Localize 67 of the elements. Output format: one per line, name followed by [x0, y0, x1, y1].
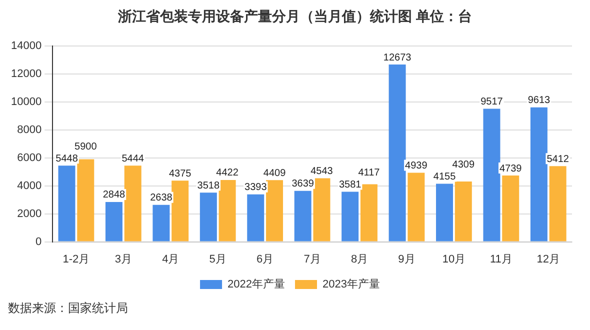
data-label: 5900: [74, 141, 98, 152]
bar: [388, 64, 406, 242]
y-tick-label: 8000: [17, 124, 42, 136]
data-label: 3639: [292, 178, 314, 190]
bar: [483, 108, 500, 242]
data-label: 9613: [528, 95, 551, 106]
data-label: 4117: [358, 167, 380, 178]
y-tick-label: 6000: [17, 152, 42, 164]
x-tick-label: 12月: [536, 253, 560, 266]
source-note: 数据来源：国家统计局: [8, 300, 129, 317]
data-label: 4155: [433, 171, 456, 182]
bar: [218, 180, 236, 242]
x-tick-label: 7月: [304, 253, 321, 266]
bar: [152, 204, 170, 242]
data-label: 12673: [383, 52, 412, 64]
data-label: 3393: [244, 182, 268, 194]
bar: [172, 180, 189, 242]
y-tick-label: 0: [35, 236, 42, 248]
data-label: 5412: [546, 154, 570, 165]
data-label: 4409: [263, 168, 286, 179]
bar: [247, 194, 264, 242]
x-tick-label: 6月: [256, 253, 274, 266]
data-label: 4309: [452, 159, 475, 170]
bar: [454, 182, 472, 242]
data-label: 4939: [405, 160, 428, 172]
bar: [58, 166, 76, 242]
bar: [360, 184, 378, 242]
x-tick-label: 9月: [398, 253, 416, 266]
y-tick-label: 2000: [17, 208, 42, 220]
bar: [530, 107, 548, 242]
y-tick-label: 14000: [10, 40, 42, 52]
y-tick-label: 12000: [10, 68, 42, 80]
bar: [408, 172, 425, 242]
data-label: 4375: [168, 168, 192, 180]
data-label: 4739: [499, 163, 522, 174]
bar: [502, 176, 520, 242]
x-tick-label: 3月: [114, 253, 132, 266]
x-tick-label: 8月: [350, 253, 368, 266]
y-tick-label: 10000: [10, 96, 42, 108]
legend-label: 2022年产量: [228, 278, 286, 291]
bar: [124, 166, 142, 242]
bar: [266, 180, 284, 242]
bar: [105, 202, 122, 242]
data-label: 3581: [338, 179, 362, 190]
data-label: 5444: [122, 153, 144, 164]
data-label: 2638: [150, 192, 173, 204]
bar: [200, 192, 217, 242]
bar: [77, 159, 94, 242]
x-tick-label: 5月: [209, 253, 226, 266]
data-label: 4543: [310, 166, 334, 178]
bar: [549, 166, 566, 242]
y-tick-label: 4000: [17, 180, 42, 192]
data-label: 5448: [56, 153, 78, 164]
x-tick-label: 1-2月: [62, 253, 90, 266]
data-label: 9517: [480, 96, 504, 108]
data-label: 3518: [197, 180, 220, 192]
data-label: 2848: [102, 190, 126, 201]
chart-title: 浙江省包装专用设备产量分月（当月值）统计图 单位：台: [117, 8, 473, 26]
bar: [313, 178, 330, 242]
bar: [342, 192, 359, 242]
data-label: 4422: [216, 168, 239, 179]
x-tick-label: 4月: [162, 253, 180, 266]
x-tick-label: 11月: [490, 253, 512, 266]
x-tick-label: 10月: [442, 253, 466, 266]
bar: [294, 190, 312, 242]
bar: [436, 184, 454, 242]
legend-label: 2023年产量: [322, 278, 380, 291]
